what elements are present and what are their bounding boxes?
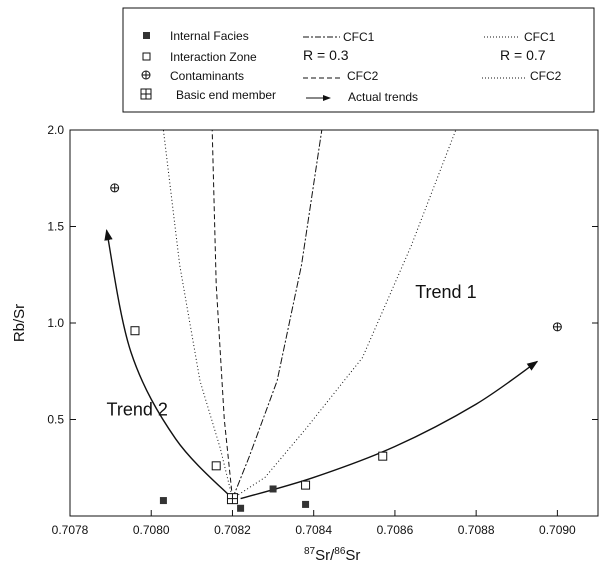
legend-internal-label: Internal Facies <box>170 29 249 43</box>
y-tick-label: 1.5 <box>47 220 64 234</box>
x-tick-label: 0.7090 <box>539 523 576 537</box>
data-point <box>301 480 311 490</box>
mixing-curve <box>211 129 233 499</box>
data-point <box>211 461 221 471</box>
mixing-curve <box>232 129 457 500</box>
data-points <box>110 183 562 512</box>
legend-frame <box>122 7 595 113</box>
axis-ticks: 0.7078 0.7080 0.7082 0.7084 0.7086 0.7088 0.70… <box>47 123 598 537</box>
data-point <box>552 322 562 332</box>
trend-arrow <box>104 229 234 500</box>
trend-annotation: Trend 1 <box>415 282 476 302</box>
trend-arrow <box>240 360 539 500</box>
data-point <box>130 326 140 336</box>
mixing-curve <box>232 129 323 499</box>
data-point <box>110 183 120 193</box>
legend-basic-label: Basic end member <box>176 88 276 102</box>
x-tick-label: 0.7084 <box>295 523 332 537</box>
x-tick-label: 0.7078 <box>52 523 89 537</box>
legend-interaction-label: Interaction Zone <box>170 50 257 64</box>
legend-trends-label: Actual trends <box>348 90 418 104</box>
plot-frame <box>69 129 599 517</box>
legend-contaminant-marker <box>141 70 151 80</box>
x-axis-label-mid: Sr/ <box>315 547 335 564</box>
data-point <box>159 497 167 505</box>
legend-basic-marker <box>140 88 152 100</box>
mixing-curve <box>162 129 233 499</box>
x-axis-label-sup1: 87 <box>304 546 316 557</box>
data-point <box>226 493 238 505</box>
data-point <box>302 500 310 508</box>
legend-interaction-marker <box>142 52 151 61</box>
legend-internal-marker <box>143 32 150 39</box>
data-point <box>378 451 388 461</box>
legend-r-low: R = 0.3 <box>303 47 349 63</box>
annotations: Trend 1 Trend 2 <box>107 282 477 420</box>
legend-r-high: R = 0.7 <box>500 47 546 63</box>
legend: Internal Facies Interaction Zone Contami… <box>122 7 595 113</box>
data-point <box>237 504 245 512</box>
x-axis-label: 87Sr/86Sr <box>304 546 360 564</box>
x-tick-label: 0.7086 <box>377 523 414 537</box>
legend-cfc2-r07-label: CFC2 <box>530 69 562 83</box>
x-tick-label: 0.7082 <box>214 523 251 537</box>
trend-annotation: Trend 2 <box>107 400 168 420</box>
legend-cfc2-r03-label: CFC2 <box>347 69 379 83</box>
trend-arrows <box>104 229 539 500</box>
x-axis-label-sup2: 86 <box>334 546 346 557</box>
x-tick-label: 0.7088 <box>458 523 495 537</box>
y-tick-label: 0.5 <box>47 413 64 427</box>
y-axis-label: Rb/Sr <box>11 304 28 342</box>
x-tick-label: 0.7080 <box>133 523 170 537</box>
y-tick-label: 2.0 <box>47 123 64 137</box>
mixing-curves <box>162 129 457 500</box>
y-tick-label: 1.0 <box>47 316 64 330</box>
legend-cfc1-r07-label: CFC1 <box>524 30 556 44</box>
legend-contaminant-label: Contaminants <box>170 69 244 83</box>
x-axis-label-suffix: Sr <box>345 547 360 564</box>
legend-cfc1-r03-label: CFC1 <box>343 30 375 44</box>
data-point <box>269 485 277 493</box>
